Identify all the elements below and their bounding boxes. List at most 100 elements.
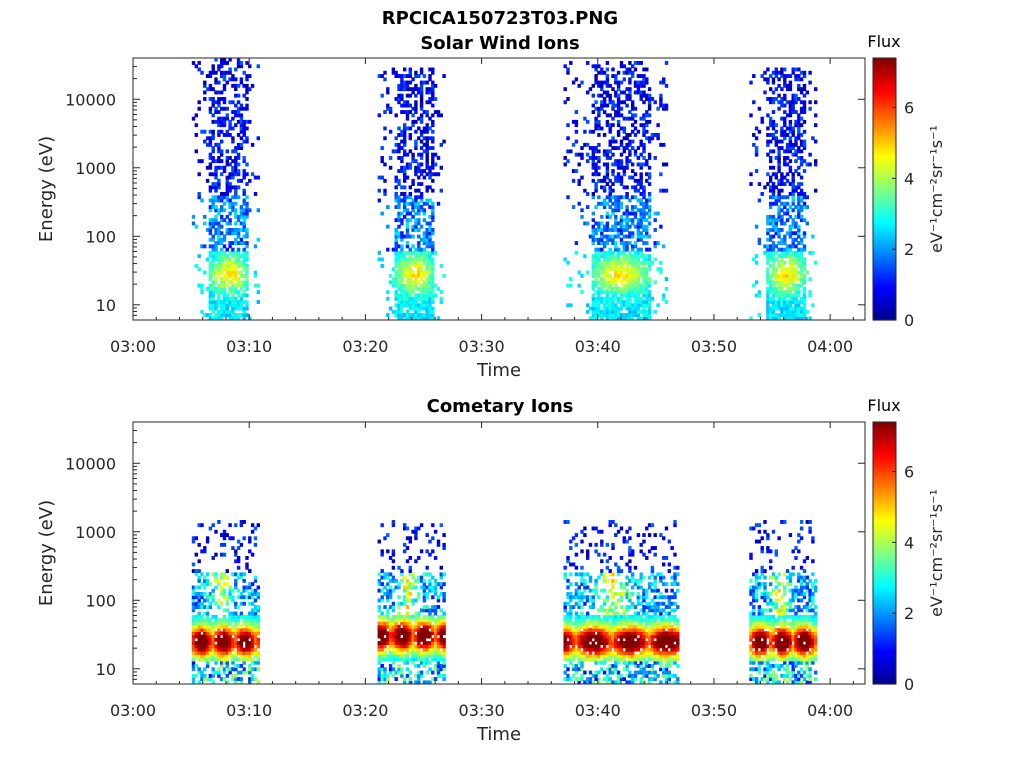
heatmap-cell <box>642 306 646 311</box>
heatmap-cell <box>794 67 798 72</box>
heatmap-cell <box>391 277 396 281</box>
heatmap-cell <box>431 129 435 134</box>
heatmap-cell <box>428 74 432 78</box>
heatmap-cell <box>408 647 412 652</box>
heatmap-cell <box>636 178 641 183</box>
heatmap-cell <box>633 264 638 268</box>
colorbar-tick-label: 0 <box>904 311 914 330</box>
heatmap-cell <box>433 152 438 157</box>
heatmap-cell <box>594 185 598 190</box>
heatmap-cell <box>234 290 238 295</box>
heatmap-cell <box>625 260 629 265</box>
heatmap-cell <box>788 136 793 141</box>
heatmap-cell <box>633 188 638 193</box>
heatmap-cell <box>771 306 776 311</box>
heatmap-cell <box>411 123 415 128</box>
heatmap-cell <box>411 90 415 95</box>
heatmap-cell <box>245 303 249 308</box>
heatmap-cell <box>208 188 213 193</box>
heatmap-cell <box>205 614 210 619</box>
heatmap-cell <box>791 93 795 98</box>
heatmap-cell <box>642 67 646 72</box>
heatmap-cell <box>586 677 590 681</box>
heatmap-cell <box>403 110 407 114</box>
heatmap-cell <box>659 267 663 272</box>
heatmap-cell <box>580 80 584 85</box>
heatmap-cell <box>633 178 638 183</box>
heatmap-cell <box>417 595 421 600</box>
heatmap-cell <box>583 116 587 121</box>
heatmap-cell <box>397 250 401 255</box>
heatmap-cell <box>766 277 770 281</box>
heatmap-cell <box>250 172 255 177</box>
heatmap-cell <box>403 152 407 157</box>
heatmap-cell <box>799 70 804 75</box>
heatmap-cell <box>250 142 255 147</box>
heatmap-cell <box>242 241 246 245</box>
heatmap-cell <box>419 578 424 583</box>
heatmap-cell <box>405 313 410 317</box>
heatmap-cell <box>203 624 207 629</box>
heatmap-cell <box>616 162 621 167</box>
heatmap-cell <box>662 244 666 249</box>
heatmap-cell <box>799 250 804 255</box>
heatmap-cell <box>231 306 235 311</box>
heatmap-cell <box>228 198 232 203</box>
heatmap-cell <box>214 198 218 203</box>
heatmap-cell <box>403 192 407 196</box>
heatmap-cell <box>597 306 601 311</box>
heatmap-cell <box>794 136 798 141</box>
heatmap-cell <box>400 159 404 164</box>
heatmap-cell <box>405 228 410 232</box>
heatmap-cell <box>391 647 396 652</box>
heatmap-cell <box>647 247 652 252</box>
heatmap-cell <box>439 664 443 668</box>
heatmap-cell <box>217 582 221 587</box>
heatmap-cell <box>208 592 213 596</box>
heatmap-cell <box>400 631 404 636</box>
heatmap-cell <box>197 667 201 672</box>
heatmap-cell <box>591 641 595 645</box>
heatmap-cell <box>234 159 238 164</box>
heatmap-cell <box>220 677 224 681</box>
colorbar-segment <box>873 99 896 103</box>
heatmap-cell <box>566 631 570 636</box>
heatmap-cell <box>211 647 215 652</box>
heatmap-cell <box>242 637 246 642</box>
heatmap-cell <box>220 542 224 547</box>
heatmap-cell <box>580 634 584 639</box>
heatmap-cell <box>250 618 255 623</box>
heatmap-cell <box>614 113 618 118</box>
heatmap-cell <box>417 309 421 314</box>
heatmap-cell <box>619 175 624 180</box>
heatmap-cell <box>771 260 776 265</box>
heatmap-cell <box>217 103 221 108</box>
heatmap-cell <box>647 303 652 308</box>
heatmap-cell <box>222 133 227 137</box>
heatmap-cell <box>248 549 252 554</box>
heatmap-cell <box>245 588 249 593</box>
heatmap-cell <box>428 273 432 278</box>
heatmap-cell <box>436 542 441 547</box>
colorbar-segment <box>873 143 896 146</box>
heatmap-cell <box>616 195 621 200</box>
heatmap-cell <box>619 270 624 275</box>
heatmap-cell <box>774 250 778 255</box>
heatmap-cell <box>783 77 787 82</box>
heatmap-cell <box>791 316 795 321</box>
heatmap-cell <box>425 654 429 659</box>
heatmap-cell <box>222 313 227 317</box>
heatmap-cell <box>403 647 407 652</box>
heatmap-cell <box>616 119 621 124</box>
colorbar-segment <box>873 86 896 90</box>
heatmap-cell <box>236 614 241 619</box>
heatmap-cell <box>645 162 649 167</box>
heatmap-cell <box>405 660 410 665</box>
heatmap-cell <box>208 286 213 291</box>
heatmap-cell <box>780 260 784 265</box>
heatmap-cell <box>645 119 649 124</box>
heatmap-cell <box>222 529 227 534</box>
heatmap-cell <box>639 208 643 213</box>
heatmap-cell <box>436 673 441 678</box>
heatmap-cell <box>600 572 604 577</box>
